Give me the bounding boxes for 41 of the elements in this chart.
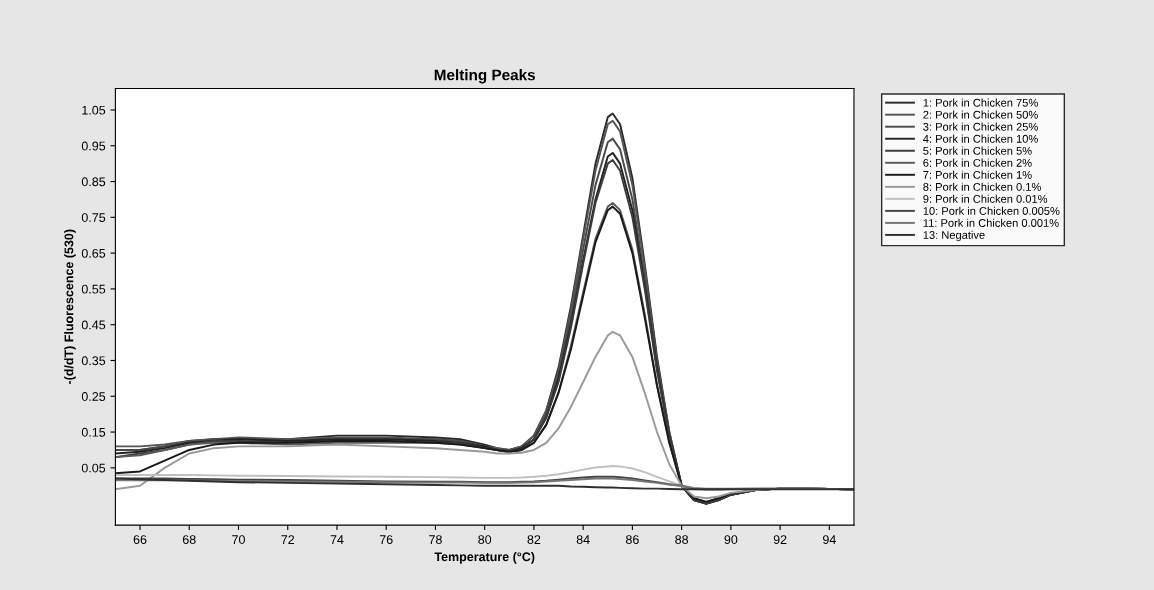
x-tick-label: 66 — [133, 535, 147, 544]
legend-label: 11: Pork in Chicken 0.001% — [923, 218, 1059, 227]
x-tick-label: 76 — [379, 535, 393, 544]
y-tick-label: 0.65 — [81, 248, 106, 258]
legend-label: 2: Pork in Chicken 50% — [923, 110, 1038, 119]
y-tick-label: 0.25 — [81, 392, 106, 401]
x-tick-label: 90 — [724, 535, 738, 544]
y-tick-label: 0.95 — [81, 141, 106, 151]
legend-label: 4: Pork in Chicken 10% — [923, 134, 1038, 143]
legend-label: 5: Pork in Chicken 5% — [923, 146, 1032, 155]
legend-label: 3: Pork in Chicken 25% — [923, 122, 1038, 131]
x-axis-title: Temperature (°C) — [434, 552, 535, 564]
x-tick-label: 84 — [576, 535, 590, 544]
legend-label: 9: Pork in Chicken 0.01% — [923, 194, 1048, 203]
y-tick-label: 0.55 — [81, 284, 106, 294]
y-tick-label: 1.05 — [82, 105, 106, 115]
chart-title: Melting Peaks — [434, 69, 535, 84]
x-tick-label: 86 — [625, 535, 639, 544]
x-tick-label: 72 — [281, 535, 295, 544]
x-tick-label: 74 — [330, 535, 344, 544]
x-tick-label: 70 — [232, 535, 245, 544]
legend-label: 6: Pork in Chicken 2% — [923, 158, 1032, 167]
x-tick-label: 92 — [773, 535, 787, 544]
y-tick-label: 0.75 — [81, 213, 106, 222]
y-tick-label: 0.05 — [81, 463, 106, 473]
y-tick-label: 0.35 — [81, 356, 106, 366]
x-tick-label: 88 — [675, 535, 689, 544]
y-tick-label: 0.15 — [81, 427, 106, 437]
x-tick-label: 82 — [527, 535, 541, 544]
legend-label: 1: Pork in Chicken 75% — [923, 98, 1038, 107]
legend-label: 7: Pork in Chicken 1% — [923, 170, 1032, 179]
legend-label: 8: Pork in Chicken 0.1% — [923, 182, 1041, 191]
x-tick-label: 78 — [429, 535, 442, 544]
y-axis-title: -(d/dT) Fluorescence (530) — [64, 229, 76, 385]
y-tick-label: 0.45 — [81, 320, 106, 330]
y-tick-label: 0.85 — [81, 177, 106, 187]
x-tick-label: 94 — [822, 535, 836, 544]
legend-label: 13: Negative — [923, 230, 985, 242]
x-tick-label: 68 — [182, 535, 196, 544]
legend-label: 10: Pork in Chicken 0.005% — [923, 206, 1060, 215]
x-tick-label: 80 — [478, 535, 492, 544]
